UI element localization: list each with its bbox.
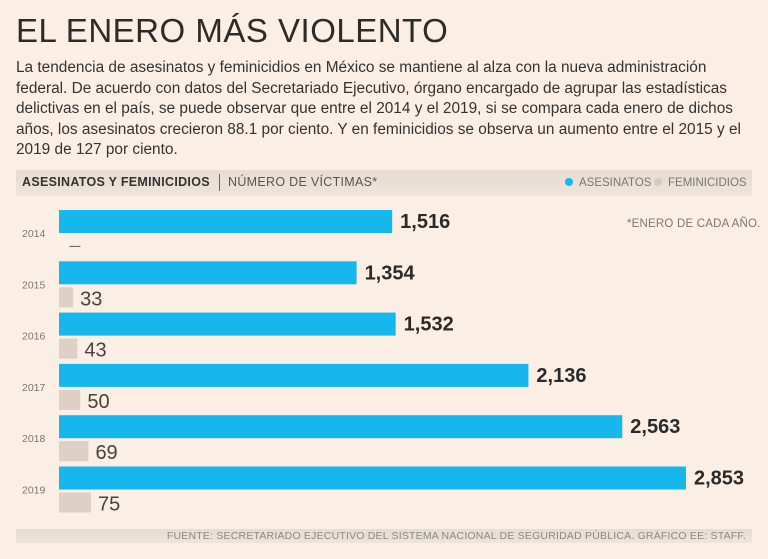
year-label: 2014 xyxy=(22,228,46,240)
value-label-asesinatos: 1,516 xyxy=(400,211,450,233)
bar-feminicidios xyxy=(59,389,81,410)
bar-asesinatos xyxy=(59,261,357,285)
value-label-feminicidios: 50 xyxy=(87,391,109,413)
value-label-asesinatos: 1,354 xyxy=(365,262,416,284)
bar-asesinatos xyxy=(59,363,529,387)
intro-paragraph: La tendencia de asesinatos y feminicidio… xyxy=(16,59,741,158)
year-label: 2019 xyxy=(22,485,46,497)
bar-feminicidios xyxy=(59,492,91,513)
value-label-asesinatos: 1,532 xyxy=(404,314,454,336)
bar-asesinatos xyxy=(59,210,393,233)
source-text: FUENTE: SECRETARIADO EJECUTIVO DEL SISTE… xyxy=(166,530,746,542)
header-divider xyxy=(219,174,220,191)
value-label-feminicidios: 33 xyxy=(80,288,102,310)
legend-feminicidios-dot xyxy=(654,178,662,186)
chart-title: ASESINATOS Y FEMINICIDIOS xyxy=(22,175,210,189)
value-label-feminicidios: 69 xyxy=(95,442,117,464)
chart-subtitle: NÚMERO DE VÍCTIMAS* xyxy=(228,175,378,189)
legend-asesinatos-label: ASESINATOS xyxy=(579,177,652,189)
source-bar: FUENTE: SECRETARIADO EJECUTIVO DEL SISTE… xyxy=(16,529,752,543)
legend-feminicidios-label: FEMINICIDIOS xyxy=(668,177,747,189)
year-label: 2016 xyxy=(22,331,46,343)
bar-feminicidios xyxy=(59,441,89,462)
footnote: *ENERO DE CADA AÑO. xyxy=(627,218,761,230)
page-title: EL ENERO MÁS VIOLENTO xyxy=(16,12,449,49)
value-label-asesinatos: 2,136 xyxy=(536,365,586,387)
year-label: 2018 xyxy=(22,433,46,445)
year-label: 2017 xyxy=(22,382,46,394)
legend-asesinatos-dot xyxy=(565,178,573,186)
bar-asesinatos xyxy=(59,466,686,490)
value-label-feminicidios: 43 xyxy=(84,340,106,362)
year-label: 2015 xyxy=(22,279,46,291)
chart-header-bar: ASESINATOS Y FEMINICIDIOS NÚMERO DE VÍCT… xyxy=(16,170,752,196)
bar-chart: 2014 1,516 --- 2015 1,354 33 2016 1,532 43 2017 2,… xyxy=(22,210,744,516)
bar-feminicidios xyxy=(59,287,74,308)
bar-feminicidios xyxy=(59,338,78,359)
legend-asesinatos: ASESINATOS xyxy=(565,177,651,189)
value-label-feminicidios-missing: --- xyxy=(69,237,81,253)
bar-asesinatos xyxy=(59,312,396,336)
value-label-asesinatos: 2,853 xyxy=(694,468,744,490)
value-label-asesinatos: 2,563 xyxy=(630,416,680,438)
value-label-feminicidios: 75 xyxy=(98,494,120,516)
bar-asesinatos xyxy=(59,415,623,439)
legend-feminicidios: FEMINICIDIOS xyxy=(654,177,747,189)
